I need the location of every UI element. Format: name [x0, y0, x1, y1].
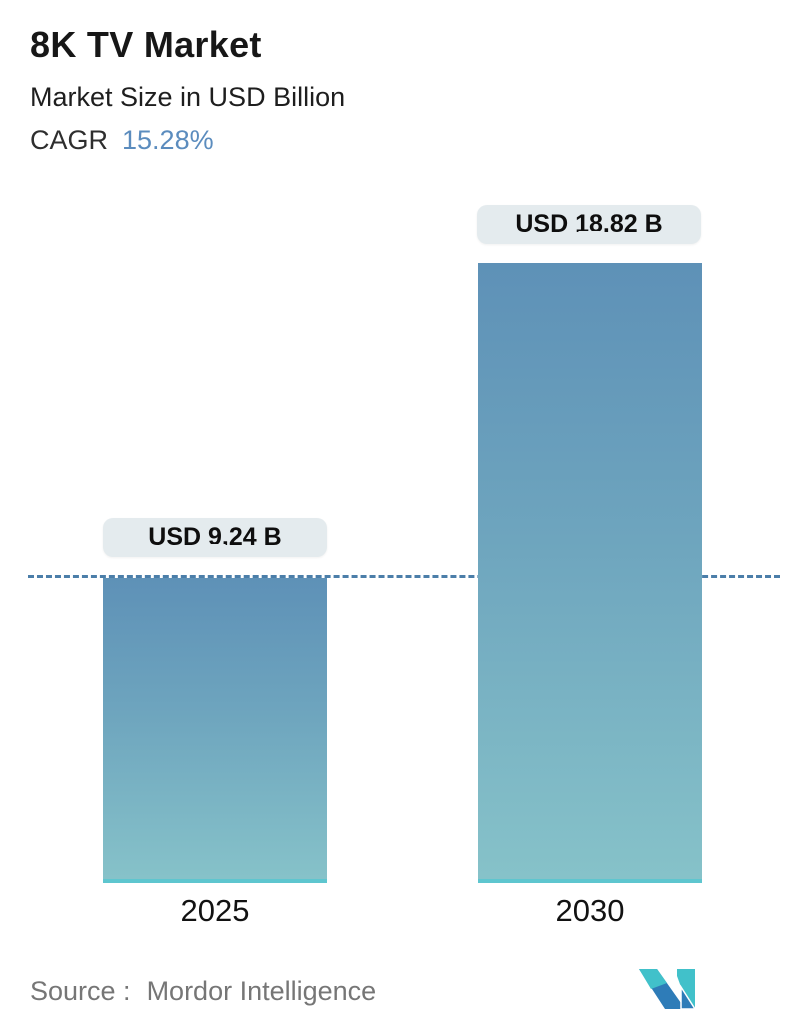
reference-dashed-line [28, 575, 780, 578]
source-label: Source : [30, 976, 131, 1006]
source-name: Mordor Intelligence [146, 976, 377, 1006]
data-label-2025: USD 9.24 B [103, 518, 327, 575]
source-line: Source : Mordor Intelligence [30, 976, 376, 1007]
x-axis-label-2030: 2030 [555, 893, 625, 928]
bar-2025 [103, 578, 327, 883]
data-label-2030: USD 18.82 B [477, 205, 701, 262]
bar-2030 [478, 263, 702, 883]
data-label-pill-2030: USD 18.82 B [477, 205, 701, 244]
cagr-label: CAGR [30, 125, 109, 155]
chart-subtitle: Market Size in USD Billion [30, 82, 346, 112]
data-label-pointer-2025 [204, 544, 226, 574]
data-label-pill-2025: USD 9.24 B [103, 518, 327, 557]
mordor-intelligence-logo [639, 969, 697, 1010]
cagr-row: CAGR 15.28% [30, 125, 345, 156]
chart-header: 8K TV Market Market Size in USD Billion … [30, 24, 345, 156]
x-axis-label-2025: 2025 [180, 893, 250, 928]
cagr-value: 15.28% [122, 125, 214, 155]
chart-title: 8K TV Market [30, 24, 262, 65]
data-label-pointer-2030 [578, 231, 600, 261]
